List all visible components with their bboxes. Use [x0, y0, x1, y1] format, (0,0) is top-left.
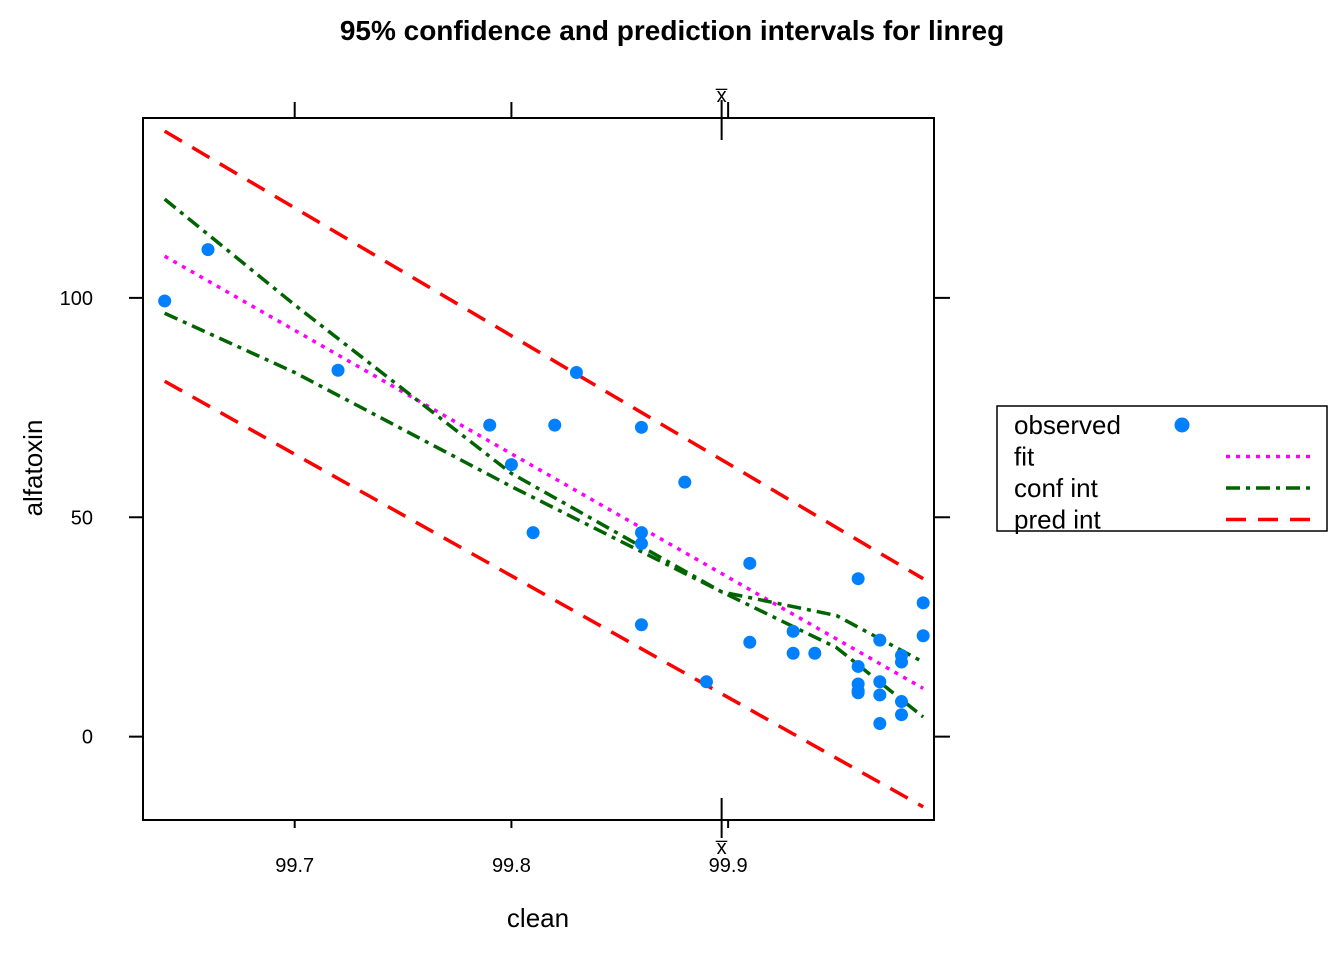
observed-point	[331, 363, 345, 377]
observed-point	[916, 596, 930, 610]
x-tick-label: 99.9	[709, 855, 748, 877]
legend-marker-observed	[1174, 417, 1190, 433]
axes: 99.7 99.8 99.9 0 50 100 x̅ x̅	[60, 85, 950, 877]
pred-int-line	[163, 379, 925, 809]
observed-point	[894, 695, 908, 709]
observed-point	[894, 655, 908, 669]
observed-point	[699, 675, 713, 689]
x-tick-label: 99.7	[275, 855, 314, 877]
chart-title: 95% confidence and prediction intervals …	[340, 15, 1004, 46]
y-tick-label: 0	[82, 727, 93, 749]
x-tick-label: 99.8	[492, 855, 531, 877]
xbar-label-top: x̅	[716, 85, 728, 107]
observed-point	[634, 420, 648, 434]
observed-point	[916, 629, 930, 643]
observed-point	[634, 618, 648, 632]
observed-point	[504, 458, 518, 472]
observed-point	[873, 633, 887, 647]
observed-point	[201, 243, 215, 257]
observed-point	[743, 635, 757, 649]
observed-point	[851, 684, 865, 698]
observed-point	[851, 659, 865, 673]
observed-point	[873, 688, 887, 702]
legend-label: fit	[1014, 442, 1035, 472]
xbar-label-bottom: x̅	[716, 837, 728, 859]
observed-point	[786, 646, 800, 660]
observed-point	[634, 537, 648, 551]
fit-line	[163, 254, 925, 690]
conf-int-line	[163, 311, 924, 664]
pred-int-line	[163, 129, 925, 581]
y-tick-label: 50	[71, 507, 93, 529]
legend-box	[996, 405, 1328, 532]
observed-point	[873, 675, 887, 689]
y-tick-label: 100	[60, 288, 93, 310]
observed-point	[894, 708, 908, 722]
observed-point	[548, 418, 562, 432]
observed-point	[743, 556, 757, 570]
plot-frame	[142, 117, 935, 821]
series-lines	[163, 129, 925, 809]
y-axis-label: alfatoxin	[18, 420, 48, 517]
observed-point	[808, 646, 822, 660]
observed-point	[678, 475, 692, 489]
observed-points	[158, 243, 930, 730]
legend-label: observed	[1014, 410, 1121, 440]
observed-point	[569, 365, 583, 379]
observed-point	[634, 526, 648, 540]
observed-point	[873, 716, 887, 730]
observed-point	[158, 294, 172, 308]
observed-point	[786, 624, 800, 638]
observed-point	[483, 418, 497, 432]
legend-label: pred int	[1014, 505, 1101, 535]
x-axis-label: clean	[507, 903, 569, 933]
conf-int-line	[163, 197, 925, 719]
observed-point	[851, 572, 865, 586]
legend-label: conf int	[1014, 473, 1099, 503]
observed-point	[526, 526, 540, 540]
